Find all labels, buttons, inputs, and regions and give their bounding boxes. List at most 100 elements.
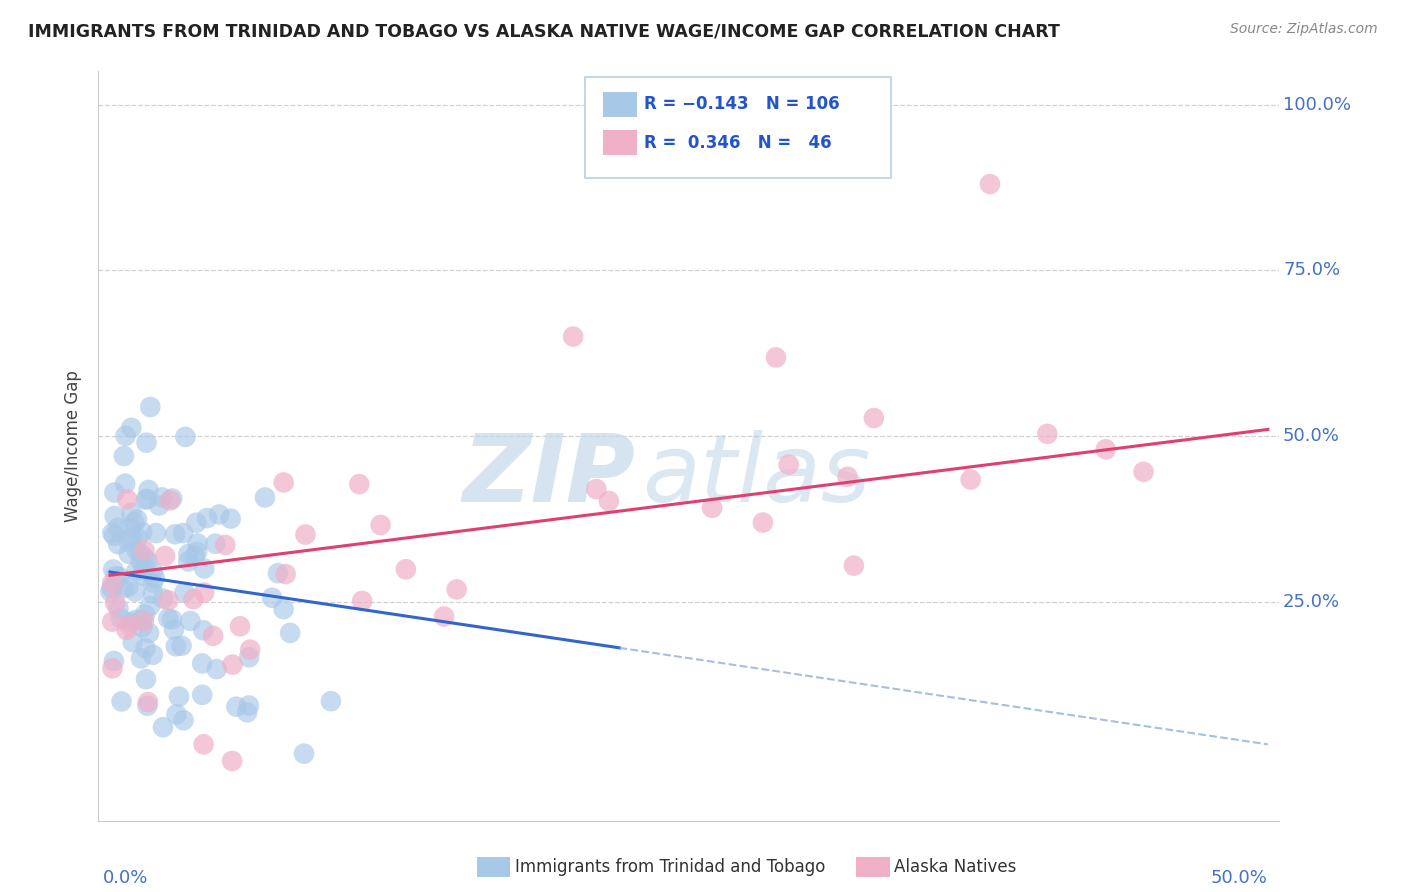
Point xyxy=(292,747,315,761)
Point xyxy=(136,698,159,713)
Point xyxy=(195,511,218,525)
Point xyxy=(1036,426,1059,441)
Point xyxy=(118,520,141,534)
Point xyxy=(278,626,301,640)
Point xyxy=(165,527,187,541)
Point xyxy=(101,615,124,629)
Point xyxy=(131,524,153,539)
Point xyxy=(165,639,187,653)
Point xyxy=(349,477,371,491)
Point xyxy=(294,527,316,541)
Point xyxy=(120,615,142,630)
Point xyxy=(135,492,157,507)
Point xyxy=(177,554,200,568)
Point xyxy=(152,720,174,734)
Point xyxy=(183,592,205,607)
Text: 100.0%: 100.0% xyxy=(1284,95,1351,113)
Point xyxy=(136,554,159,568)
Point xyxy=(135,435,157,450)
Point xyxy=(179,614,201,628)
Point xyxy=(121,635,143,649)
Point xyxy=(107,537,129,551)
Point xyxy=(842,558,865,573)
Point xyxy=(101,526,124,541)
Point xyxy=(101,661,124,675)
Text: ZIP: ZIP xyxy=(463,430,636,522)
Point xyxy=(100,584,122,599)
Point xyxy=(395,562,418,576)
Point xyxy=(100,581,122,595)
Point xyxy=(107,520,129,534)
Point xyxy=(124,613,146,627)
Text: 50.0%: 50.0% xyxy=(1284,427,1340,445)
Point xyxy=(446,582,468,597)
Point xyxy=(153,549,176,563)
Point xyxy=(103,654,125,668)
Point xyxy=(160,612,183,626)
Text: 75.0%: 75.0% xyxy=(1284,261,1340,279)
Point xyxy=(148,499,170,513)
Point xyxy=(110,694,132,708)
Text: Source: ZipAtlas.com: Source: ZipAtlas.com xyxy=(1230,22,1378,37)
Text: Alaska Natives: Alaska Natives xyxy=(894,858,1017,876)
Point xyxy=(208,508,231,522)
Text: 0.0%: 0.0% xyxy=(103,870,149,888)
Point xyxy=(103,529,125,543)
Point xyxy=(121,530,143,544)
Point xyxy=(273,602,295,616)
Point xyxy=(125,543,148,558)
Point xyxy=(114,476,136,491)
Point xyxy=(125,512,148,526)
Text: Immigrants from Trinidad and Tobago: Immigrants from Trinidad and Tobago xyxy=(515,858,825,876)
Text: atlas: atlas xyxy=(641,431,870,522)
Point xyxy=(101,562,124,576)
Point xyxy=(238,698,260,713)
Point xyxy=(370,518,392,533)
Point xyxy=(112,582,135,596)
Point xyxy=(221,657,243,672)
Point xyxy=(115,623,138,637)
Y-axis label: Wage/Income Gap: Wage/Income Gap xyxy=(65,370,83,522)
Point xyxy=(193,624,215,638)
Point xyxy=(152,591,174,606)
Point xyxy=(138,626,160,640)
Point xyxy=(134,607,156,622)
Point xyxy=(104,508,127,523)
Point xyxy=(135,641,157,656)
Point xyxy=(110,611,132,625)
Point xyxy=(219,511,242,525)
Point xyxy=(117,580,139,594)
Point xyxy=(136,491,159,506)
Point xyxy=(177,547,200,561)
Point xyxy=(765,351,787,365)
Point xyxy=(979,177,1001,191)
Point xyxy=(204,537,226,551)
Point xyxy=(120,421,142,435)
Point xyxy=(115,492,138,507)
Point xyxy=(238,650,260,665)
Point xyxy=(142,648,165,662)
Point xyxy=(139,599,162,614)
Point xyxy=(136,695,159,709)
Point xyxy=(131,613,153,627)
Point xyxy=(131,620,153,634)
Point xyxy=(221,754,243,768)
Point xyxy=(172,526,194,541)
Point xyxy=(114,429,136,443)
Point xyxy=(157,593,180,607)
Point xyxy=(598,494,620,508)
Point xyxy=(132,563,155,577)
Point xyxy=(118,534,141,549)
Point xyxy=(129,651,152,665)
Point xyxy=(273,475,295,490)
Point xyxy=(433,609,456,624)
Point xyxy=(159,493,181,508)
Point xyxy=(104,596,127,610)
Point xyxy=(107,601,129,615)
Point xyxy=(229,619,252,633)
Point xyxy=(186,516,208,530)
Point xyxy=(700,500,723,515)
Point xyxy=(186,545,208,559)
Point xyxy=(562,329,585,343)
Point xyxy=(143,571,166,585)
